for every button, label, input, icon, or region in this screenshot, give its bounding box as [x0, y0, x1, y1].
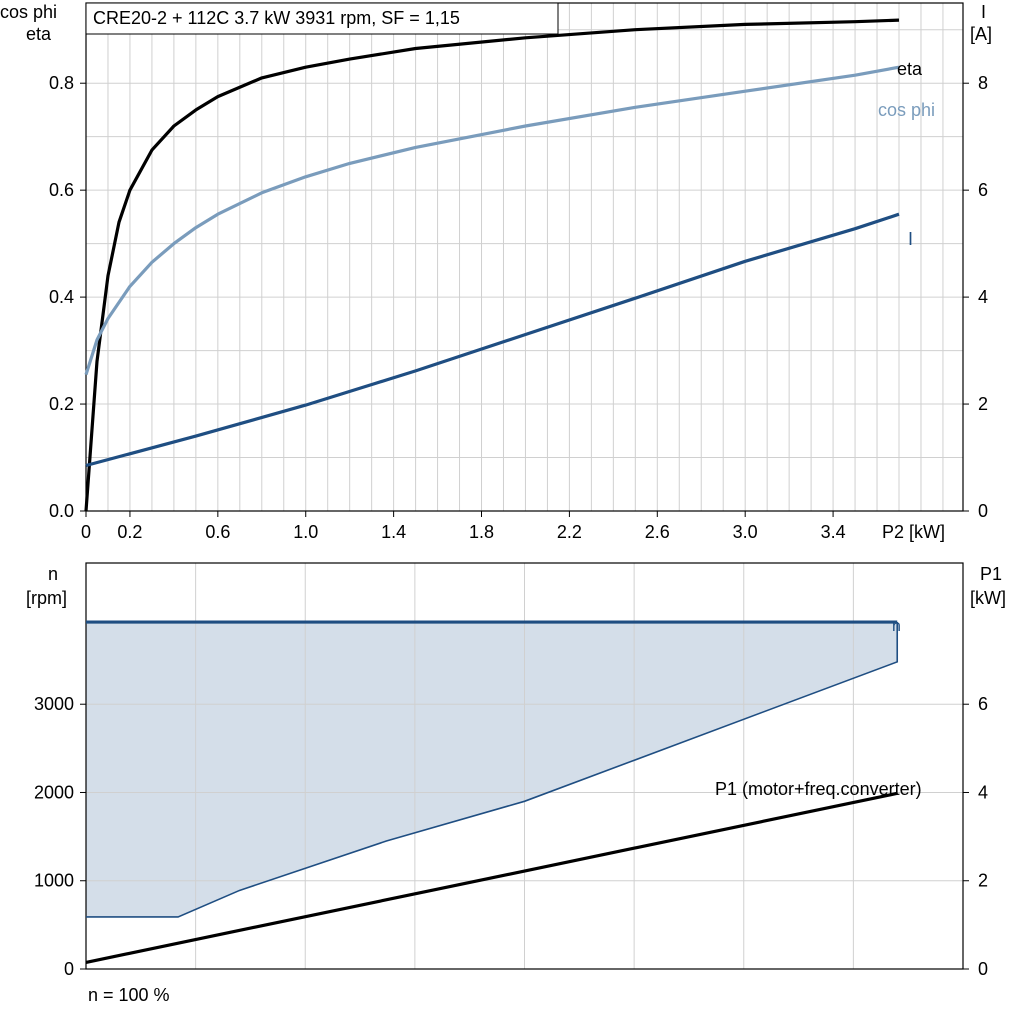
top-y-left-tick-label: 0.8 — [49, 73, 74, 93]
bottom-y-right-tick-label: 6 — [978, 694, 988, 714]
top-x-tick-label: 1.0 — [293, 522, 318, 542]
top-y-left-tick-label: 0.0 — [49, 501, 74, 521]
bottom-y-right-tick-label: 2 — [978, 871, 988, 891]
speed-area-lower-boundary — [86, 622, 899, 918]
series-label-eta: eta — [897, 59, 923, 79]
eta-curve — [84, 18, 900, 512]
top-left-axis-label-line2: eta — [26, 24, 52, 44]
bottom-y-left-tick-label: 3000 — [34, 694, 74, 714]
bottom-chart: 0 1000 2000 3000 0 2 4 6 n [rpm] P1 [kW] n P1 (… — [26, 562, 1006, 1005]
series-label-cos-phi: cos phi — [878, 100, 935, 120]
bottom-left-axis-label-line2: [rpm] — [26, 588, 67, 608]
top-x-axis-label: P2 [kW] — [882, 522, 945, 542]
top-x-tick-label: 1.8 — [469, 522, 494, 542]
bottom-left-axis-label-line1: n — [48, 564, 58, 584]
top-left-axis-label-line1: cos phi — [0, 2, 57, 22]
bottom-y-left-tick-label: 0 — [64, 959, 74, 979]
top-x-tick-label: 2.2 — [557, 522, 582, 542]
top-right-axis-label-line1: I — [981, 2, 986, 22]
p1-line — [85, 791, 898, 964]
bottom-chart-frame — [85, 562, 964, 970]
bottom-right-axis-label-line1: P1 — [980, 564, 1002, 584]
top-x-tick-label: 0 — [81, 522, 91, 542]
series-label-current: I — [908, 229, 913, 249]
top-y-left-tick-label: 0.6 — [49, 180, 74, 200]
bottom-y-right-tick-label: 4 — [978, 782, 988, 802]
chart-title: CRE20-2 + 112C 3.7 kW 3931 rpm, SF = 1,1… — [93, 8, 460, 28]
speed-operating-area — [86, 622, 898, 917]
series-label-speed: n — [892, 618, 901, 635]
top-chart: 0 0.2 0.6 1.0 1.4 1.8 2.2 2.6 3.0 3.4 0.0 0.2 0.4 0.6… — [0, 2, 992, 542]
top-y-right-tick-label: 6 — [978, 180, 988, 200]
series-label-p1: P1 (motor+freq.converter) — [715, 779, 922, 799]
current-curve — [85, 212, 900, 468]
bottom-y-right-tick-label: 0 — [978, 959, 988, 979]
top-x-tick-label: 2.6 — [645, 522, 670, 542]
top-right-axis-label-line2: [A] — [970, 24, 992, 44]
title-box — [85, 2, 559, 35]
footer-note: n = 100 % — [88, 985, 170, 1005]
top-x-tick-label: 3.0 — [733, 522, 758, 542]
top-x-tick-label: 3.4 — [821, 522, 846, 542]
bottom-right-axis-label-line2: [kW] — [970, 588, 1006, 608]
cos-phi-curve — [84, 65, 900, 376]
top-y-right-tick-label: 0 — [978, 501, 988, 521]
top-y-left-tick-label: 0.2 — [49, 394, 74, 414]
top-y-right-tick-label: 2 — [978, 394, 988, 414]
top-y-right-tick-label: 8 — [978, 73, 988, 93]
bottom-y-left-tick-label: 2000 — [34, 782, 74, 802]
top-x-tick-label: 1.4 — [381, 522, 406, 542]
bottom-y-left-tick-label: 1000 — [34, 871, 74, 891]
top-x-tick-label: 0.6 — [205, 522, 230, 542]
top-x-tick-label: 0.2 — [117, 522, 142, 542]
top-y-right-tick-label: 4 — [978, 287, 988, 307]
top-y-left-tick-label: 0.4 — [49, 287, 74, 307]
